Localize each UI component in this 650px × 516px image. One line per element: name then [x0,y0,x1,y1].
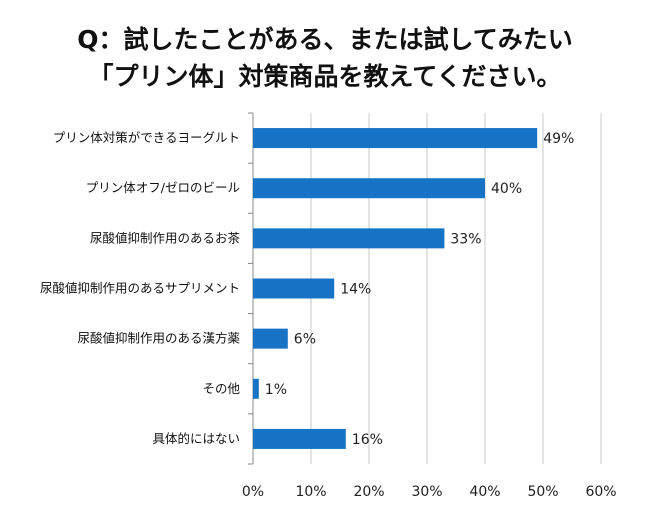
data-label: 40% [491,181,522,197]
bar [253,128,538,149]
x-tick-label: 50% [527,484,558,500]
bar [253,378,259,399]
x-tick-label: 20% [353,484,384,500]
data-label: 6% [294,332,316,348]
bar [253,328,288,349]
bar [253,428,346,449]
x-tick-label: 60% [585,484,616,500]
category-label: 尿酸値抑制作用のあるサプリメント [40,281,240,296]
category-label: 尿酸値抑制作用のあるお茶 [90,230,241,245]
data-label: 33% [450,231,481,247]
bar [253,228,445,249]
x-tick-label: 40% [469,484,500,500]
chart-title-line1: Q：試したことがある、または試してみたい [77,25,573,54]
data-label: 14% [340,282,371,298]
category-label: 具体的にはない [152,431,240,446]
category-label: プリン体オフ/ゼロのビール [86,180,240,195]
category-label: その他 [202,381,240,396]
chart-title-line2: 「プリン体」対策商品を教えてください。 [88,62,562,91]
category-label: プリン体対策ができるヨーグルト [53,130,240,145]
data-label: 1% [265,382,287,398]
data-label: 16% [352,432,383,448]
bar [253,278,335,299]
data-label: 49% [543,131,574,147]
x-tick-label: 0% [242,484,264,500]
bar [253,178,485,199]
x-tick-label: 10% [295,484,326,500]
category-label: 尿酸値抑制作用のある漢方薬 [77,331,240,346]
x-tick-label: 30% [411,484,442,500]
